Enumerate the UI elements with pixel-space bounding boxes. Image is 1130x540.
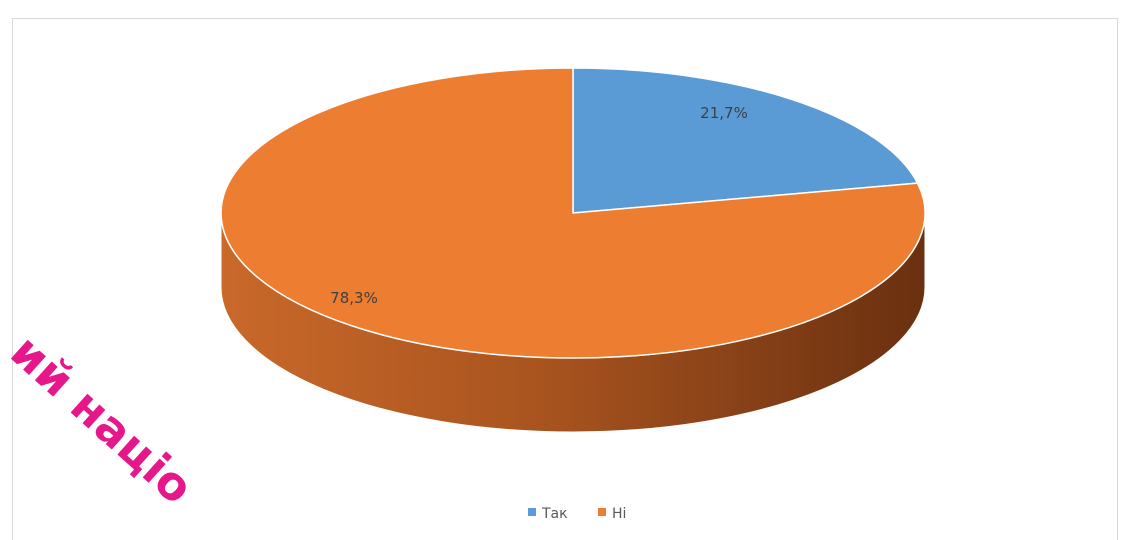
legend-swatch-tak — [528, 508, 536, 516]
legend-label-ni: Ні — [612, 506, 626, 522]
legend-swatch-ni — [598, 508, 606, 516]
data-label-tak: 21,7% — [700, 104, 748, 122]
slice-tak — [572, 67, 919, 214]
legend-label-tak: Так — [541, 506, 568, 522]
legend: Так Ні — [528, 506, 626, 522]
watermark-text: ий націо — [1, 324, 204, 515]
data-label-ni: 78,3% — [330, 289, 378, 307]
slice-ni — [220, 67, 926, 359]
